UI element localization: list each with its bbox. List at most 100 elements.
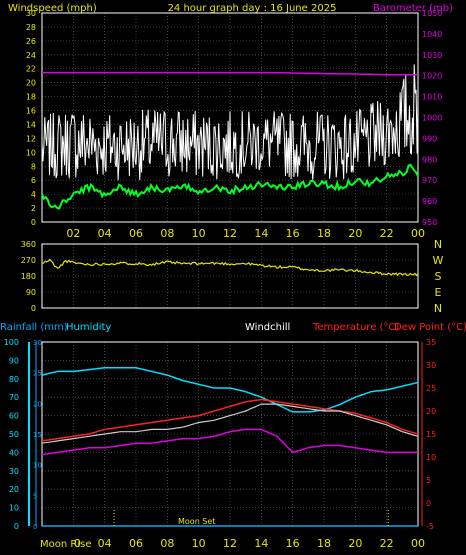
humidity-tick-label: 40 [9,448,19,457]
barometer-tick-label: 1020 [422,72,442,81]
windspeed-header: Windspeed (mph) [8,3,97,14]
windspeed-tick-label: 2 [31,204,36,213]
moon-set-label: Moon Set [178,517,215,526]
barometer-tick-label: 960 [422,197,437,206]
humidity-tick-label: 80 [9,375,19,384]
barometer-tick-label: 980 [422,155,437,164]
windspeed-tick-label: 24 [26,51,36,60]
direction-tick-label: 360 [21,240,36,249]
temperature-tick-label: 0 [426,499,431,508]
windspeed-tick-label: 4 [31,190,36,199]
barometer-tick-label: 990 [422,134,437,143]
compass-label: N [434,302,442,315]
temp-x-tick-label: 12 [223,537,237,550]
windchill-series-line [41,403,419,444]
temperature-tick-label: 10 [426,453,436,462]
temp-x-tick-label: 10 [192,537,206,550]
wind-x-tick-label: 06 [129,227,143,240]
wind-x-tick-label: 10 [192,227,206,240]
humidity-tick-label: 10 [9,504,19,513]
humidity-tick-label: 60 [9,412,19,421]
temp-x-tick-label: 20 [348,537,362,550]
humidity-series-line [41,367,419,413]
rain-tick-label: 25 [33,370,42,378]
windspeed-tick-label: 30 [26,9,36,18]
barometer-tick-label: 1050 [422,9,442,18]
windspeed-tick-label: 6 [31,176,36,185]
dewpoint-series-line [41,428,418,456]
temp-x-tick-label: 04 [98,537,112,550]
chart-title: 24 hour graph day : 16 June 2025 [168,3,337,14]
windspeed-tick-label: 22 [26,65,36,74]
compass-label: N [434,238,442,251]
wind-x-tick-label: 20 [348,227,362,240]
moon-rise-label: Moon Rise [40,539,91,550]
rain-tick-label: 15 [33,431,42,439]
wind-x-tick-label: 22 [380,227,394,240]
temperature-tick-label: 30 [426,361,436,370]
wind-x-tick-label: 00 [411,227,425,240]
rain-tick-label: 20 [33,400,42,408]
temperature-series-line [41,398,419,442]
windspeed-series-line [41,64,419,181]
temp-x-tick-label: 18 [317,537,331,550]
windchill-label: Windchill [245,322,290,333]
barometer-tick-label: 1040 [422,30,442,39]
compass-label: S [435,270,442,283]
temp-x-tick-label: 00 [411,537,425,550]
rain-tick-label: 5 [33,492,37,500]
temperature-tick-label: 5 [426,476,431,485]
rainfall-label: Rainfall (mm) [0,322,68,333]
humidity-tick-label: 0 [14,522,19,531]
rain-tick-label: 30 [33,339,42,347]
windspeed-tick-label: 10 [26,148,36,157]
humidity-label: Humidity [66,322,111,333]
barometer-tick-label: 1030 [422,51,442,60]
temp-x-tick-label: 06 [129,537,143,550]
compass-label: W [433,254,444,267]
temp-x-tick-label: 08 [160,537,174,550]
barometer-tick-label: 970 [422,176,437,185]
temperature-tick-label: 25 [426,384,436,393]
barometer-tick-label: 1000 [422,114,442,123]
temperature-tick-label: -5 [426,522,434,531]
barometer-header: Barometer (mb) [373,3,453,14]
direction-tick-label: 0 [31,304,36,313]
direction-tick-label: 270 [21,256,36,265]
wind-x-tick-label: 12 [223,227,237,240]
windspeed-tick-label: 12 [26,134,36,143]
gust-series-line [41,163,419,210]
humidity-tick-label: 20 [9,485,19,494]
windspeed-tick-label: 0 [31,218,36,227]
temp-x-tick-label: 22 [380,537,394,550]
barometer-series-line [42,71,418,76]
direction-tick-label: 180 [21,272,36,281]
wind-x-tick-label: 16 [286,227,300,240]
wind-direction-series-line [41,258,419,277]
windspeed-tick-label: 18 [26,93,36,102]
rain-tick-label: 10 [33,462,42,470]
humidity-tick-label: 70 [9,393,19,402]
windspeed-tick-label: 16 [26,107,36,116]
wind-x-tick-label: 14 [254,227,268,240]
humidity-tick-label: 50 [9,430,19,439]
barometer-tick-label: 950 [422,218,437,227]
wind-x-tick-label: 08 [160,227,174,240]
wind-x-tick-label: 02 [66,227,80,240]
humidity-tick-label: 30 [9,467,19,476]
temperature-tick-label: 20 [426,407,436,416]
temp-x-tick-label: 14 [254,537,268,550]
wind-x-tick-label: 18 [317,227,331,240]
direction-panel-frame [41,243,419,309]
windspeed-tick-label: 14 [26,120,36,129]
compass-label: E [435,286,442,299]
windspeed-tick-label: 26 [26,37,36,46]
windspeed-tick-label: 8 [31,162,36,171]
direction-tick-label: 90 [26,288,36,297]
windspeed-tick-label: 20 [26,79,36,88]
temp-x-tick-label: 16 [286,537,300,550]
temperature-label: Temperature (°C) [312,322,399,333]
temperature-tick-label: 35 [426,338,436,347]
wind-x-tick-label: 04 [98,227,112,240]
